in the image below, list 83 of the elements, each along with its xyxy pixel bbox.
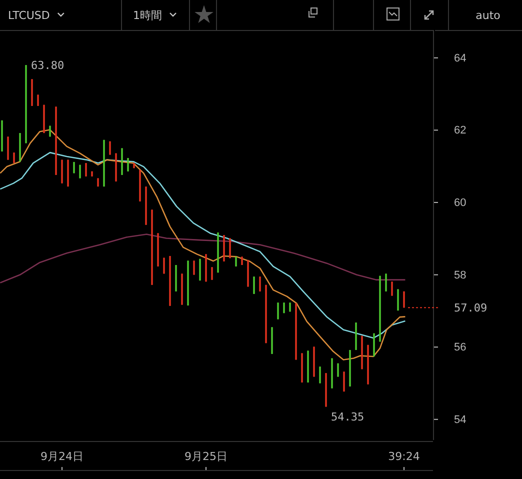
annotation: 63.80 <box>31 59 64 72</box>
candlestick <box>301 352 303 384</box>
candlestick <box>37 94 39 107</box>
candlestick <box>79 164 81 179</box>
candlestick <box>385 272 387 292</box>
candlestick <box>163 257 165 274</box>
candlestick <box>91 170 93 178</box>
candlestick <box>7 136 9 161</box>
candlestick <box>97 177 99 188</box>
candlestick <box>175 264 177 292</box>
candlestick <box>85 162 87 178</box>
candlestick <box>265 284 267 344</box>
candlestick <box>19 132 21 162</box>
candlestick <box>397 288 399 312</box>
candlestick <box>313 346 315 378</box>
candlestick <box>211 266 213 281</box>
candlestick <box>43 104 45 134</box>
candlestick <box>115 152 117 182</box>
candlestick <box>205 253 207 282</box>
y-tick-label: 60 <box>454 196 466 209</box>
candlestick <box>325 372 327 408</box>
candlestick <box>373 332 375 358</box>
x-tick-label: 39:24 <box>388 450 420 463</box>
candlestick <box>235 256 237 268</box>
candlestick <box>343 370 345 392</box>
candlestick <box>349 349 351 388</box>
candlestick <box>25 64 27 144</box>
candlestick <box>259 276 261 292</box>
candlestick <box>247 259 249 288</box>
candlestick <box>133 162 135 169</box>
ref-line-label: 57.09 <box>454 302 488 315</box>
annotation: 54.35 <box>331 410 364 424</box>
candlestick <box>271 326 273 355</box>
y-tick-label: 56 <box>454 342 466 354</box>
text: LTCUSD <box>8 9 50 22</box>
y-tick-label: 58 <box>454 269 466 282</box>
candlestick <box>13 152 15 164</box>
candlestick <box>157 232 159 268</box>
candlestick <box>283 302 285 314</box>
candlestick <box>151 208 153 286</box>
x-tick-label: 9月25日 <box>184 450 228 463</box>
candlestick <box>199 258 201 282</box>
candlestick <box>361 335 363 370</box>
candlestick <box>391 280 393 296</box>
candlestick <box>403 290 405 308</box>
candlestick <box>379 275 381 342</box>
candlestick <box>289 302 291 312</box>
candlestick <box>307 350 309 384</box>
candlestick <box>217 232 219 274</box>
candlestick <box>229 238 231 259</box>
candlestick <box>145 186 147 226</box>
candlestick <box>181 272 183 306</box>
candlestick <box>103 139 105 188</box>
candlestick <box>295 302 297 360</box>
candlestick <box>1 120 3 152</box>
candlestick <box>241 256 243 266</box>
x-tick-label: 9月24日 <box>40 450 84 463</box>
candlestick <box>355 322 357 351</box>
candlestick <box>109 140 111 156</box>
y-tick-label: 64 <box>454 52 466 64</box>
y-tick-label: 62 <box>454 124 466 137</box>
candlestick <box>319 366 321 384</box>
candlestick <box>277 302 279 320</box>
text: 1時間 <box>133 9 162 22</box>
candlestick <box>139 169 141 202</box>
candlestick <box>31 78 33 107</box>
candlestick <box>121 147 123 176</box>
text: auto <box>476 9 501 22</box>
candlestick <box>73 161 75 174</box>
candlestick <box>331 358 333 390</box>
candlestick <box>61 159 63 184</box>
candlestick <box>169 255 171 307</box>
candlestick <box>193 260 195 276</box>
candlestick <box>49 125 51 138</box>
y-tick-label: 54 <box>454 414 466 426</box>
candlestick <box>67 159 69 188</box>
candlestick <box>367 344 369 386</box>
candlestick <box>253 276 255 295</box>
candlestick <box>337 362 339 378</box>
candlestick <box>223 234 225 262</box>
candlestick <box>127 157 129 172</box>
candlestick <box>187 260 189 306</box>
candlestick <box>55 106 57 176</box>
